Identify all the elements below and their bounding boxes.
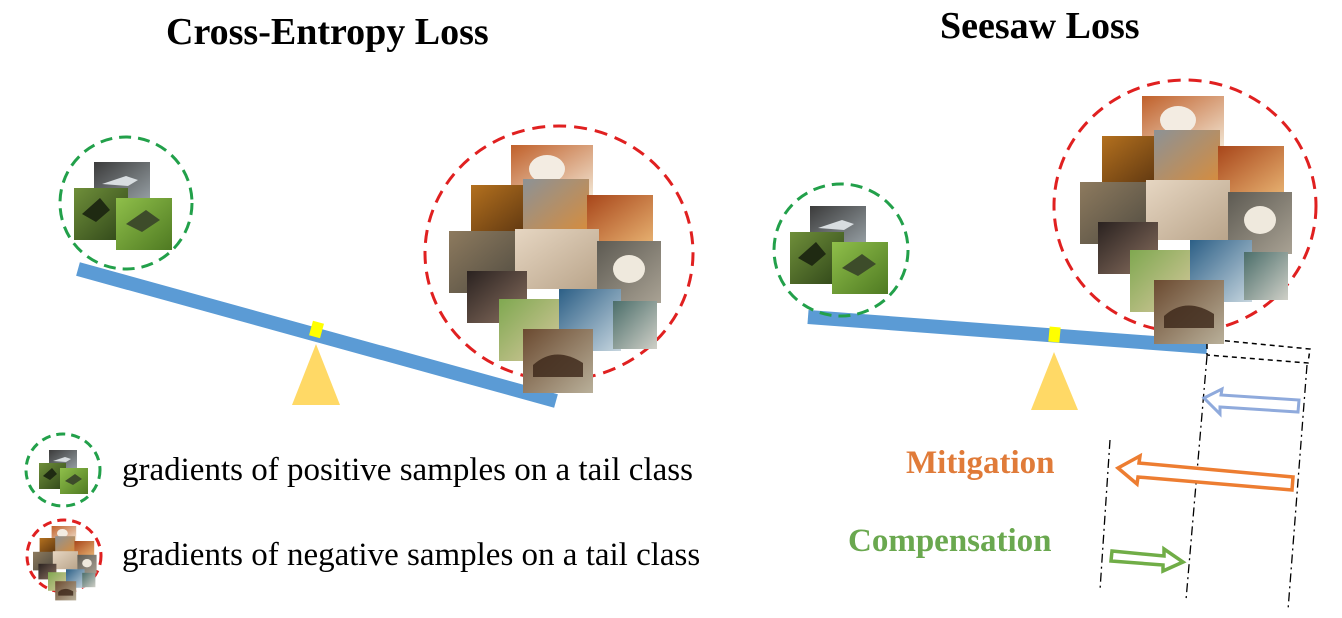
animal-photos-icon <box>449 145 661 393</box>
cross-entropy-title: Cross-Entropy Loss <box>166 11 489 53</box>
seesaw-negative-cluster <box>1052 78 1318 344</box>
hummingbird-photos-icon <box>790 206 888 294</box>
hummingbird-photos-icon <box>74 162 172 250</box>
compensation-arrow <box>1109 545 1187 574</box>
seesaw-positive-cluster <box>772 182 910 318</box>
legend-negative-label: gradients of negative samples on a tail … <box>122 537 701 573</box>
compensation-label: Compensation <box>848 523 1052 559</box>
ce-beam-joint <box>309 320 324 339</box>
seesaw-title: Seesaw Loss <box>940 5 1140 47</box>
legend <box>24 432 103 601</box>
seesaw-beam <box>807 310 1208 354</box>
mitigation-label: Mitigation <box>906 445 1055 481</box>
cross-entropy-panel <box>58 124 695 408</box>
mitigation-arrow <box>1114 452 1295 492</box>
legend-positive-label: gradients of positive samples on a tail … <box>122 452 693 488</box>
ce-positive-cluster <box>58 135 194 271</box>
seesaw-panel <box>772 78 1318 611</box>
legend-negative-icon <box>25 518 103 601</box>
seesaw-beam-joint <box>1048 326 1061 343</box>
seesaw-pivot-triangle <box>1031 352 1078 410</box>
ce-seesaw-beam <box>76 262 558 408</box>
ce-negative-cluster <box>423 124 695 393</box>
legend-positive-icon <box>24 432 102 508</box>
ce-pivot-triangle <box>292 344 340 405</box>
net-gradient-arrow <box>1201 386 1301 418</box>
balanced-beam-outline <box>1206 338 1311 364</box>
animal-photos-icon <box>1080 96 1292 344</box>
